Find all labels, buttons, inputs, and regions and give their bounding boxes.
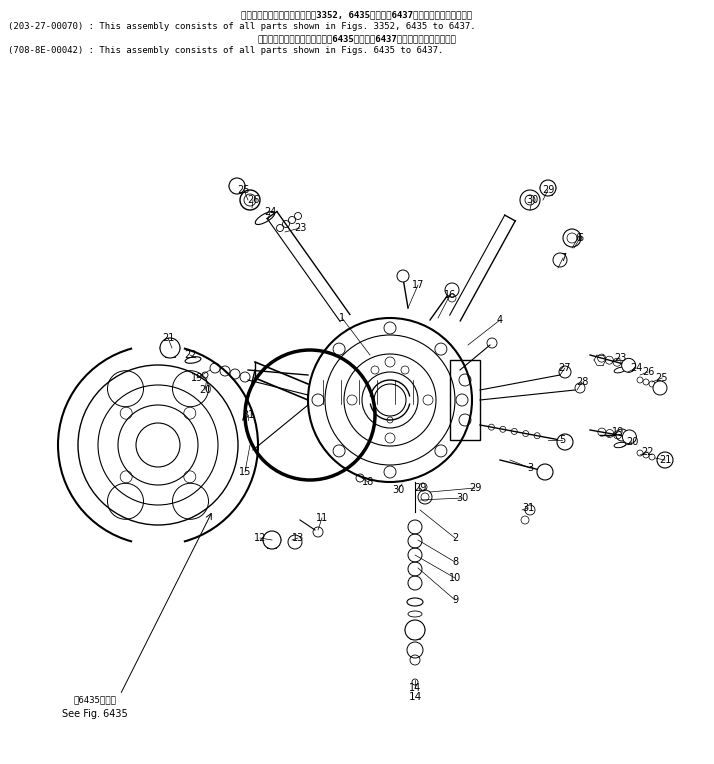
- Circle shape: [240, 190, 260, 210]
- Circle shape: [418, 490, 432, 504]
- Text: See Fig. 6435: See Fig. 6435: [62, 709, 128, 719]
- Text: 18: 18: [362, 477, 374, 487]
- Text: 31: 31: [242, 410, 254, 420]
- Text: 27: 27: [559, 363, 571, 373]
- Text: 26: 26: [247, 195, 259, 205]
- Text: 30: 30: [526, 195, 538, 205]
- Text: 6: 6: [575, 233, 581, 243]
- Text: 7: 7: [560, 253, 566, 263]
- Text: 13: 13: [292, 533, 304, 543]
- Circle shape: [520, 190, 540, 210]
- Circle shape: [405, 620, 425, 640]
- Circle shape: [537, 464, 553, 480]
- Text: (708-8E-00042) : This assembly consists of all parts shown in Figs. 6435 to 6437: (708-8E-00042) : This assembly consists …: [8, 46, 443, 55]
- Circle shape: [653, 381, 667, 395]
- Text: 23: 23: [294, 223, 306, 233]
- Text: 20: 20: [625, 437, 638, 447]
- Text: 30: 30: [392, 485, 404, 495]
- Text: 20: 20: [198, 385, 211, 395]
- Text: 29: 29: [542, 185, 554, 195]
- Text: 26: 26: [642, 367, 654, 377]
- Text: 17: 17: [412, 280, 424, 290]
- Text: 9: 9: [452, 595, 458, 605]
- Text: 30: 30: [456, 493, 468, 503]
- Text: 14: 14: [408, 692, 422, 702]
- Text: 3: 3: [527, 463, 533, 473]
- Text: 6: 6: [577, 233, 583, 243]
- Text: 第6435図参照: 第6435図参照: [74, 695, 116, 704]
- Circle shape: [263, 531, 281, 549]
- Text: 4: 4: [497, 315, 503, 325]
- Circle shape: [622, 358, 635, 372]
- Circle shape: [397, 270, 409, 282]
- Circle shape: [657, 452, 673, 468]
- Circle shape: [623, 430, 636, 444]
- Text: 25: 25: [655, 373, 668, 383]
- Text: このアセンブリの構成部品は第6435図から第6437図の部品まで含みます。: このアセンブリの構成部品は第6435図から第6437図の部品まで含みます。: [258, 34, 456, 43]
- Text: 29: 29: [469, 483, 481, 493]
- Text: 21: 21: [659, 455, 671, 465]
- Circle shape: [557, 434, 573, 450]
- Text: 12: 12: [253, 533, 266, 543]
- Text: 22: 22: [183, 350, 196, 360]
- Text: 2: 2: [452, 533, 458, 543]
- Circle shape: [563, 229, 581, 247]
- Text: 16: 16: [444, 290, 456, 300]
- Circle shape: [160, 338, 180, 358]
- Text: 22: 22: [642, 447, 654, 457]
- Text: 10: 10: [449, 573, 461, 583]
- Circle shape: [445, 283, 459, 297]
- Circle shape: [540, 180, 556, 196]
- Text: 28: 28: [575, 377, 588, 387]
- Circle shape: [229, 178, 245, 194]
- Text: 23: 23: [614, 353, 626, 363]
- Circle shape: [616, 429, 628, 441]
- Text: 5: 5: [559, 435, 565, 445]
- Text: 8: 8: [452, 557, 458, 567]
- Text: 15: 15: [238, 467, 251, 477]
- Text: このアセンブリの構成部品は第3352, 6435図から第6437図の部品まで含みます。: このアセンブリの構成部品は第3352, 6435図から第6437図の部品まで含み…: [241, 10, 473, 19]
- Text: 19: 19: [191, 373, 203, 383]
- Text: 21: 21: [162, 333, 174, 343]
- Text: 31: 31: [522, 503, 534, 513]
- Text: 25: 25: [238, 185, 250, 195]
- Text: 29: 29: [414, 483, 426, 493]
- Text: 24: 24: [630, 363, 642, 373]
- Text: (203-27-00070) : This assembly consists of all parts shown in Figs. 3352, 6435 t: (203-27-00070) : This assembly consists …: [8, 22, 476, 31]
- Text: 11: 11: [316, 513, 328, 523]
- Text: 24: 24: [263, 207, 276, 217]
- Text: 14: 14: [409, 683, 421, 693]
- Text: 1: 1: [339, 313, 345, 323]
- Text: 19: 19: [612, 427, 624, 437]
